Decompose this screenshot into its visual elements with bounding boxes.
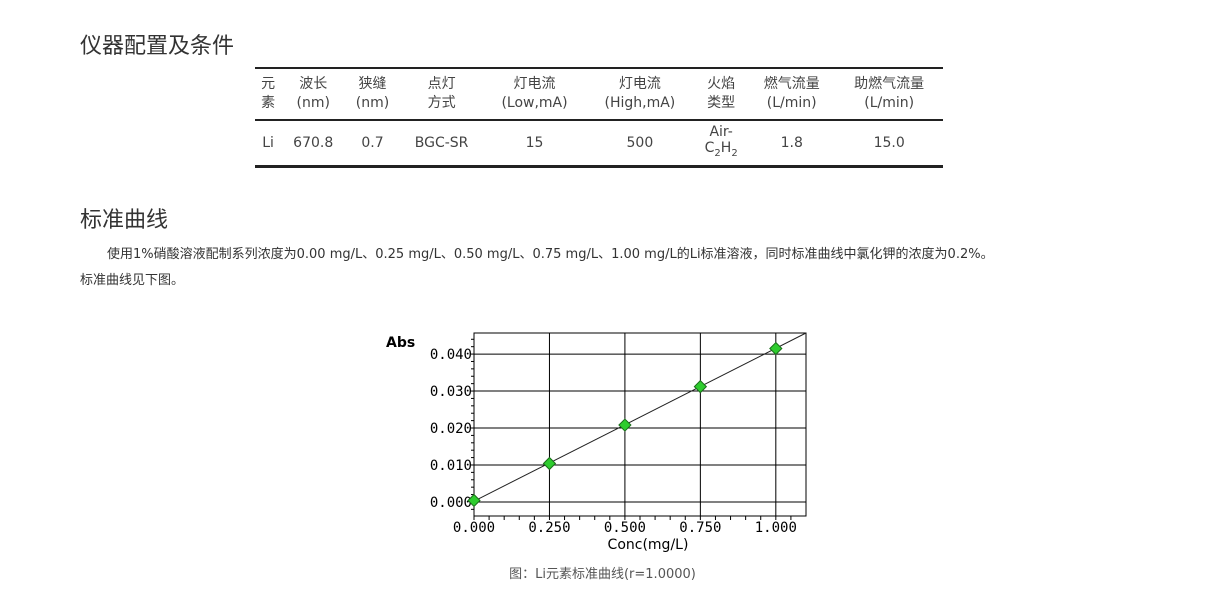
x-axis-label: Conc(mg/L) [608, 537, 689, 553]
description-paragraph: 使用1%硝酸溶液配制系列浓度为0.00 mg/L、0.25 mg/L、0.50 … [80, 242, 1190, 294]
x-tick-label: 1.000 [755, 520, 797, 536]
fit-line [473, 332, 807, 502]
y-tick-label: 0.000 [430, 495, 472, 511]
plot-area [473, 332, 807, 517]
chart-caption: 图：Li元素标准曲线(r=1.0000) [509, 567, 696, 582]
y-tick-label: 0.040 [430, 347, 472, 363]
table-cell: 15 [525, 134, 544, 151]
column-header: 燃气流量 (L/min) [763, 76, 820, 111]
table-cell: Air- C2H2 [704, 124, 738, 159]
y-axis-label: Abs [386, 335, 415, 351]
data-point [467, 493, 481, 508]
column-header: 灯电流 (Low,mA) [501, 76, 568, 111]
x-tick-label: 0.500 [604, 520, 646, 536]
table-cell: 0.7 [361, 134, 384, 151]
table-cell: Li [262, 134, 274, 151]
x-tick-label: 0.250 [528, 520, 570, 536]
section-title-instrument: 仪器配置及条件 [80, 34, 235, 59]
column-header: 狭缝 (nm) [355, 76, 390, 111]
column-header: 波长 (nm) [296, 76, 330, 111]
x-tick-label: 0.750 [679, 520, 721, 536]
column-header: 助燃气流量 (L/min) [854, 76, 925, 111]
y-tick-label: 0.010 [430, 458, 472, 474]
data-point [618, 418, 632, 432]
section-title-curve: 标准曲线 [80, 208, 169, 233]
data-point [769, 341, 783, 356]
column-header: 点灯 方式 [427, 76, 456, 111]
y-tick-label: 0.020 [430, 421, 472, 437]
column-header: 火焰 类型 [707, 76, 736, 111]
instrument-conditions-table: 元素波长 (nm) 狭缝 (nm) 点灯 方式 灯电流 (Low,mA) 灯电流 (High,mA… [255, 67, 943, 168]
calibration-chart: 0.000 0.250 0.500 0.750 1.000 0.000 0.010 0.020… [386, 332, 807, 553]
paragraph-text-2: 标准曲线见下图。 [80, 273, 185, 288]
x-tick-label: 0.000 [453, 520, 495, 536]
table-row: Li 670.8 0.7 BGC-SR 15 500 Air- C2H2 1.8 15.0 [255, 120, 943, 167]
table-cell: BGC-SR [414, 134, 469, 151]
column-header: 灯电流 (High,mA) [604, 76, 676, 111]
table-cell: 15.0 [873, 134, 905, 151]
y-tick-label: 0.030 [430, 384, 472, 400]
paragraph-text: 使用1%硝酸溶液配制系列浓度为0.00 mg/L、0.25 mg/L、0.50 … [107, 247, 994, 262]
data-point [693, 379, 708, 394]
table-cell: 1.8 [780, 134, 803, 151]
column-header: 元素 [261, 76, 276, 111]
table-cell: 500 [626, 134, 654, 151]
data-point [542, 456, 557, 471]
table-cell: 670.8 [293, 134, 334, 151]
